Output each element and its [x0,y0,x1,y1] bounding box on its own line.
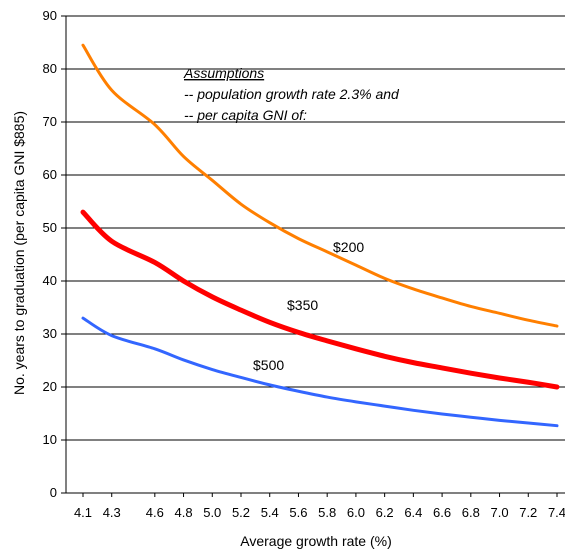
x-tick-label: 5.4 [261,505,279,520]
series-label-500: $500 [253,357,284,373]
y-tick-label: 90 [43,8,57,23]
x-tick-label: 7.4 [548,505,565,520]
y-tick-label: 20 [43,379,57,394]
y-tick-label: 70 [43,114,57,129]
x-tick-label: 5.2 [232,505,250,520]
x-tick-label: 5.8 [318,505,336,520]
axes [61,15,565,497]
x-axis-title: Average growth rate (%) [240,533,391,549]
y-tick-label: 40 [43,273,57,288]
y-tick-label: 0 [50,485,57,500]
x-tick-label: 6.4 [404,505,422,520]
y-tick-label: 60 [43,167,57,182]
x-tick-label: 4.8 [175,505,193,520]
y-axis-title: No. years to graduation (per capita GNI … [11,111,27,395]
x-tick-label: 5.6 [289,505,307,520]
x-tick-label: 5.0 [203,505,221,520]
series-lines [80,43,560,428]
series-line-0 [81,43,559,328]
series-label-200: $200 [333,239,364,255]
gridlines [66,15,565,441]
x-tick-labels: 4.1 4.3 4.6 4.8 5.0 5.2 5.4 5.6 5.8 6.0 6.2 6.4 6.6 6… [74,505,565,520]
annotation-heading: Assumptions [183,65,264,81]
y-tick-labels: 0 10 20 30 40 50 60 70 80 90 [43,8,57,500]
annotation-line-2: -- per capita GNI of: [184,107,307,123]
x-tick-label: 6.6 [433,505,451,520]
series-label-350: $350 [287,297,318,313]
x-tick-label: 6.8 [462,505,480,520]
x-tick-label: 4.3 [103,505,121,520]
x-tick-label: 4.6 [146,505,164,520]
y-tick-label: 10 [43,432,57,447]
annotation-line-1: -- population growth rate 2.3% and [184,86,400,102]
y-tick-label: 30 [43,326,57,341]
x-tick-label: 6.2 [376,505,394,520]
x-tick-label: 6.0 [347,505,365,520]
y-tick-label: 50 [43,220,57,235]
x-tick-label: 7.0 [491,505,509,520]
x-tick-label: 7.2 [519,505,537,520]
y-tick-label: 80 [43,61,57,76]
series-line-2 [81,316,559,428]
x-tick-label: 4.1 [74,505,92,520]
series-line-1 [80,209,560,390]
